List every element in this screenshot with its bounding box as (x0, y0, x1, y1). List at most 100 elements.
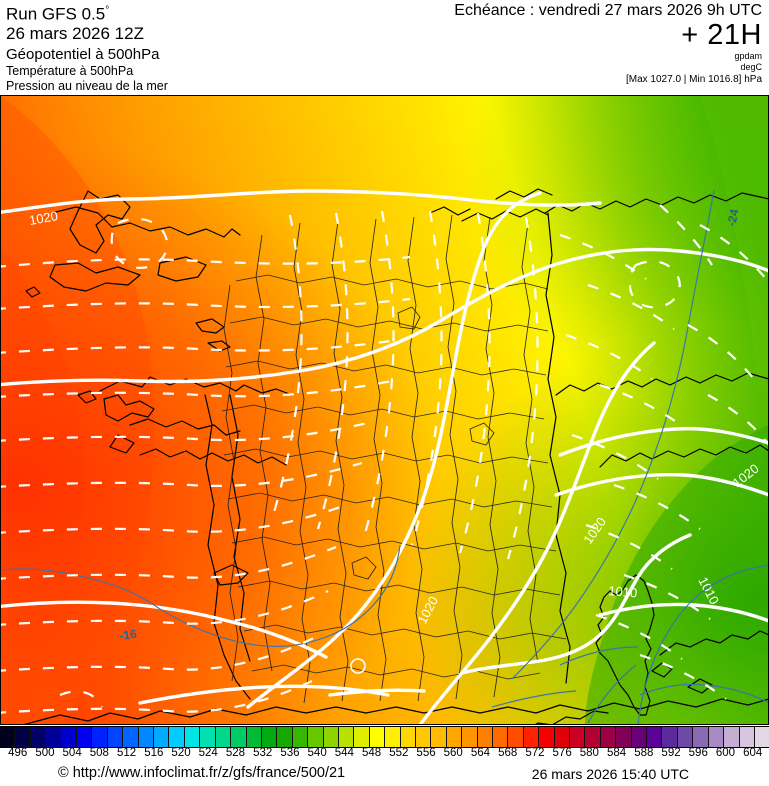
colorbar-tick-labels: 496 500 504 508 512 516 520 524 528 532 536 540 544 5… (0, 747, 769, 763)
colorbar-swatch[interactable] (462, 727, 478, 747)
colorbar-swatches[interactable] (0, 726, 769, 748)
colorbar-swatch[interactable] (523, 727, 540, 747)
colorbar-swatch[interactable] (308, 727, 324, 747)
colorbar-swatch[interactable] (585, 727, 601, 747)
colorbar-tick-label: 572 (525, 747, 545, 759)
model-run-label: Run GFS 0.5 (6, 4, 106, 24)
colorbar-container[interactable] (0, 726, 769, 748)
colorbar-swatch[interactable] (292, 727, 309, 747)
colorbar-tick-label: 540 (307, 747, 327, 759)
colorbar-tick-label: 576 (552, 747, 572, 759)
colorbar-tick-label: 496 (8, 747, 28, 759)
colorbar-swatch[interactable] (261, 727, 278, 747)
colorbar-swatch[interactable] (754, 727, 769, 747)
colorbar-tick-label: 528 (225, 747, 246, 759)
colorbar-swatch[interactable] (431, 727, 447, 747)
colorbar-tick-label: 568 (498, 747, 518, 759)
unit-temperature-label: degC (740, 62, 762, 72)
colorbar-swatch[interactable] (200, 727, 216, 747)
colorbar-swatch[interactable] (138, 727, 155, 747)
temperature-label-minus16: -16 (118, 627, 137, 643)
colorbar-swatch[interactable] (708, 727, 725, 747)
colorbar-tick-label: 556 (416, 747, 436, 759)
degree-symbol: ° (105, 5, 110, 16)
run-date-label: 26 mars 2026 12Z (6, 23, 144, 43)
colorbar-swatch[interactable] (724, 727, 740, 747)
colorbar-swatch[interactable] (107, 727, 124, 747)
colorbar-tick-label: 552 (389, 747, 409, 759)
colorbar-tick-label: 516 (144, 747, 164, 759)
colorbar-swatch[interactable] (354, 727, 370, 747)
pressure-minmax-label: [Max 1027.0 | Min 1016.8] hPa (625, 74, 762, 85)
colorbar-swatch[interactable] (15, 727, 31, 747)
colorbar-swatch[interactable] (493, 727, 509, 747)
colorbar-swatch[interactable] (277, 727, 293, 747)
map-canvas[interactable]: 1020 1020 1020 1020 1010 1010 -24 (0, 95, 769, 725)
coastline-layer (20, 188, 769, 725)
colorbar-swatch[interactable] (446, 727, 463, 747)
colorbar-tick-label: 584 (606, 747, 627, 759)
colorbar-swatch[interactable] (616, 727, 632, 747)
department-borders-layer (221, 214, 567, 704)
colorbar-swatch[interactable] (554, 727, 571, 747)
echeance-label: Echéance : vendredi 27 mars 2026 9h UTC (454, 2, 762, 19)
colorbar-tick-label: 512 (116, 747, 137, 759)
colorbar-swatch[interactable] (570, 727, 586, 747)
colorbar-swatch[interactable] (631, 727, 648, 747)
colorbar-tick-label: 588 (634, 747, 654, 759)
colorbar-tick-label: 520 (171, 747, 191, 759)
colorbar-swatch[interactable] (61, 727, 78, 747)
colorbar-swatch[interactable] (123, 727, 139, 747)
colorbar-tick-label: 580 (579, 747, 599, 759)
colorbar-swatch[interactable] (693, 727, 709, 747)
temperature-label-minus24: -24 (724, 207, 741, 227)
colorbar-tick-label: 508 (89, 747, 109, 759)
map-header: Run GFS 0.5° 26 mars 2026 12Z Géopotenti… (0, 0, 769, 95)
colorbar-swatch[interactable] (246, 727, 262, 747)
colorbar-tick-label: 560 (443, 747, 463, 759)
colorbar-tick-label: 600 (715, 747, 736, 759)
map-marks-layer (350, 658, 366, 674)
map-footer: © http://www.infoclimat.fr/z/gfs/france/… (0, 765, 769, 786)
colorbar-swatch[interactable] (539, 727, 555, 747)
colorbar-tick-label: 524 (198, 747, 218, 759)
credit-link[interactable]: © http://www.infoclimat.fr/z/gfs/france/… (58, 765, 346, 781)
colorbar-swatch[interactable] (231, 727, 247, 747)
colorbar-swatch[interactable] (508, 727, 524, 747)
colorbar-swatch[interactable] (92, 727, 108, 747)
pressure-label-1020-nw: 1020 (28, 208, 59, 228)
colorbar-swatch[interactable] (647, 727, 663, 747)
colorbar-swatch[interactable] (415, 727, 432, 747)
colorbar-swatch[interactable] (215, 727, 232, 747)
colorbar-swatch[interactable] (739, 727, 755, 747)
colorbar-swatch[interactable] (77, 727, 93, 747)
header-left-block: Run GFS 0.5° 26 mars 2026 12Z Géopotenti… (6, 1, 168, 94)
colorbar-swatch[interactable] (477, 727, 493, 747)
colorbar-swatch[interactable] (400, 727, 416, 747)
colorbar-swatch[interactable] (369, 727, 386, 747)
colorbar-tick-label: 504 (62, 747, 82, 759)
colorbar-swatch[interactable] (46, 727, 62, 747)
colorbar-swatch[interactable] (0, 727, 16, 747)
colorbar-swatch[interactable] (385, 727, 401, 747)
field-main-label: Géopotentiel à 500hPa (6, 45, 160, 63)
colorbar-swatch[interactable] (30, 727, 47, 747)
colorbar-swatch[interactable] (184, 727, 201, 747)
colorbar-swatch[interactable] (677, 727, 694, 747)
colorbar-tick-label: 592 (661, 747, 681, 759)
colorbar-swatch[interactable] (323, 727, 339, 747)
lead-time-label: + 21H (681, 19, 762, 51)
colorbar-swatch[interactable] (662, 727, 678, 747)
header-right-block: Echéance : vendredi 27 mars 2026 9h UTC … (454, 1, 762, 86)
map-svg: 1020 1020 1020 1020 1010 1010 -24 (0, 95, 769, 725)
colorbar-swatch[interactable] (154, 727, 170, 747)
colorbar-swatch[interactable] (338, 727, 355, 747)
colorbar-swatch[interactable] (169, 727, 185, 747)
colorbar-tick-label: 500 (35, 747, 55, 759)
colorbar-tick-label: 596 (688, 747, 708, 759)
unit-geopotential-label: gpdam (734, 51, 762, 61)
colorbar-swatch[interactable] (600, 727, 617, 747)
colorbar-tick-label: 544 (334, 747, 354, 759)
colorbar-tick-label: 548 (361, 747, 382, 759)
